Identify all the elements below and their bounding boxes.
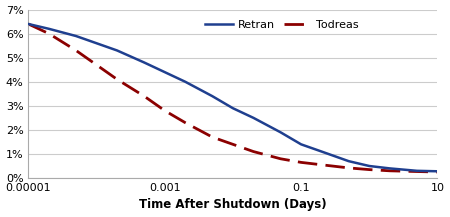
Retran — [94, 42, 99, 44]
Todreas — [46, 32, 52, 35]
Todreas — [183, 121, 188, 124]
Todreas — [414, 170, 419, 173]
Retran — [346, 160, 351, 163]
Todreas — [435, 171, 440, 173]
Retran — [278, 131, 283, 134]
Retran — [367, 165, 372, 167]
Retran — [46, 28, 52, 30]
Todreas — [346, 167, 351, 169]
Retran — [435, 170, 440, 173]
Todreas — [319, 163, 324, 166]
Todreas — [141, 95, 147, 97]
Retran — [183, 81, 188, 83]
Todreas — [114, 78, 120, 81]
Todreas — [73, 49, 79, 52]
Retran — [162, 71, 167, 73]
Todreas — [367, 168, 372, 171]
Todreas — [210, 136, 215, 138]
Todreas — [94, 64, 99, 66]
Todreas — [162, 109, 167, 112]
Retran — [26, 23, 31, 25]
Retran — [73, 35, 79, 37]
Retran — [387, 167, 392, 170]
Line: Retran: Retran — [28, 24, 437, 171]
Retran — [319, 150, 324, 153]
Retran — [414, 169, 419, 172]
X-axis label: Time After Shutdown (Days): Time After Shutdown (Days) — [139, 198, 327, 211]
Legend: Retran, Todreas: Retran, Todreas — [201, 15, 363, 34]
Todreas — [251, 150, 256, 153]
Todreas — [230, 143, 236, 146]
Retran — [230, 107, 236, 110]
Retran — [114, 49, 120, 52]
Todreas — [298, 161, 304, 164]
Todreas — [26, 23, 31, 25]
Retran — [141, 61, 147, 64]
Retran — [251, 117, 256, 119]
Todreas — [387, 169, 392, 172]
Retran — [210, 95, 215, 97]
Line: Todreas: Todreas — [28, 24, 437, 172]
Todreas — [278, 158, 283, 160]
Retran — [298, 143, 304, 146]
